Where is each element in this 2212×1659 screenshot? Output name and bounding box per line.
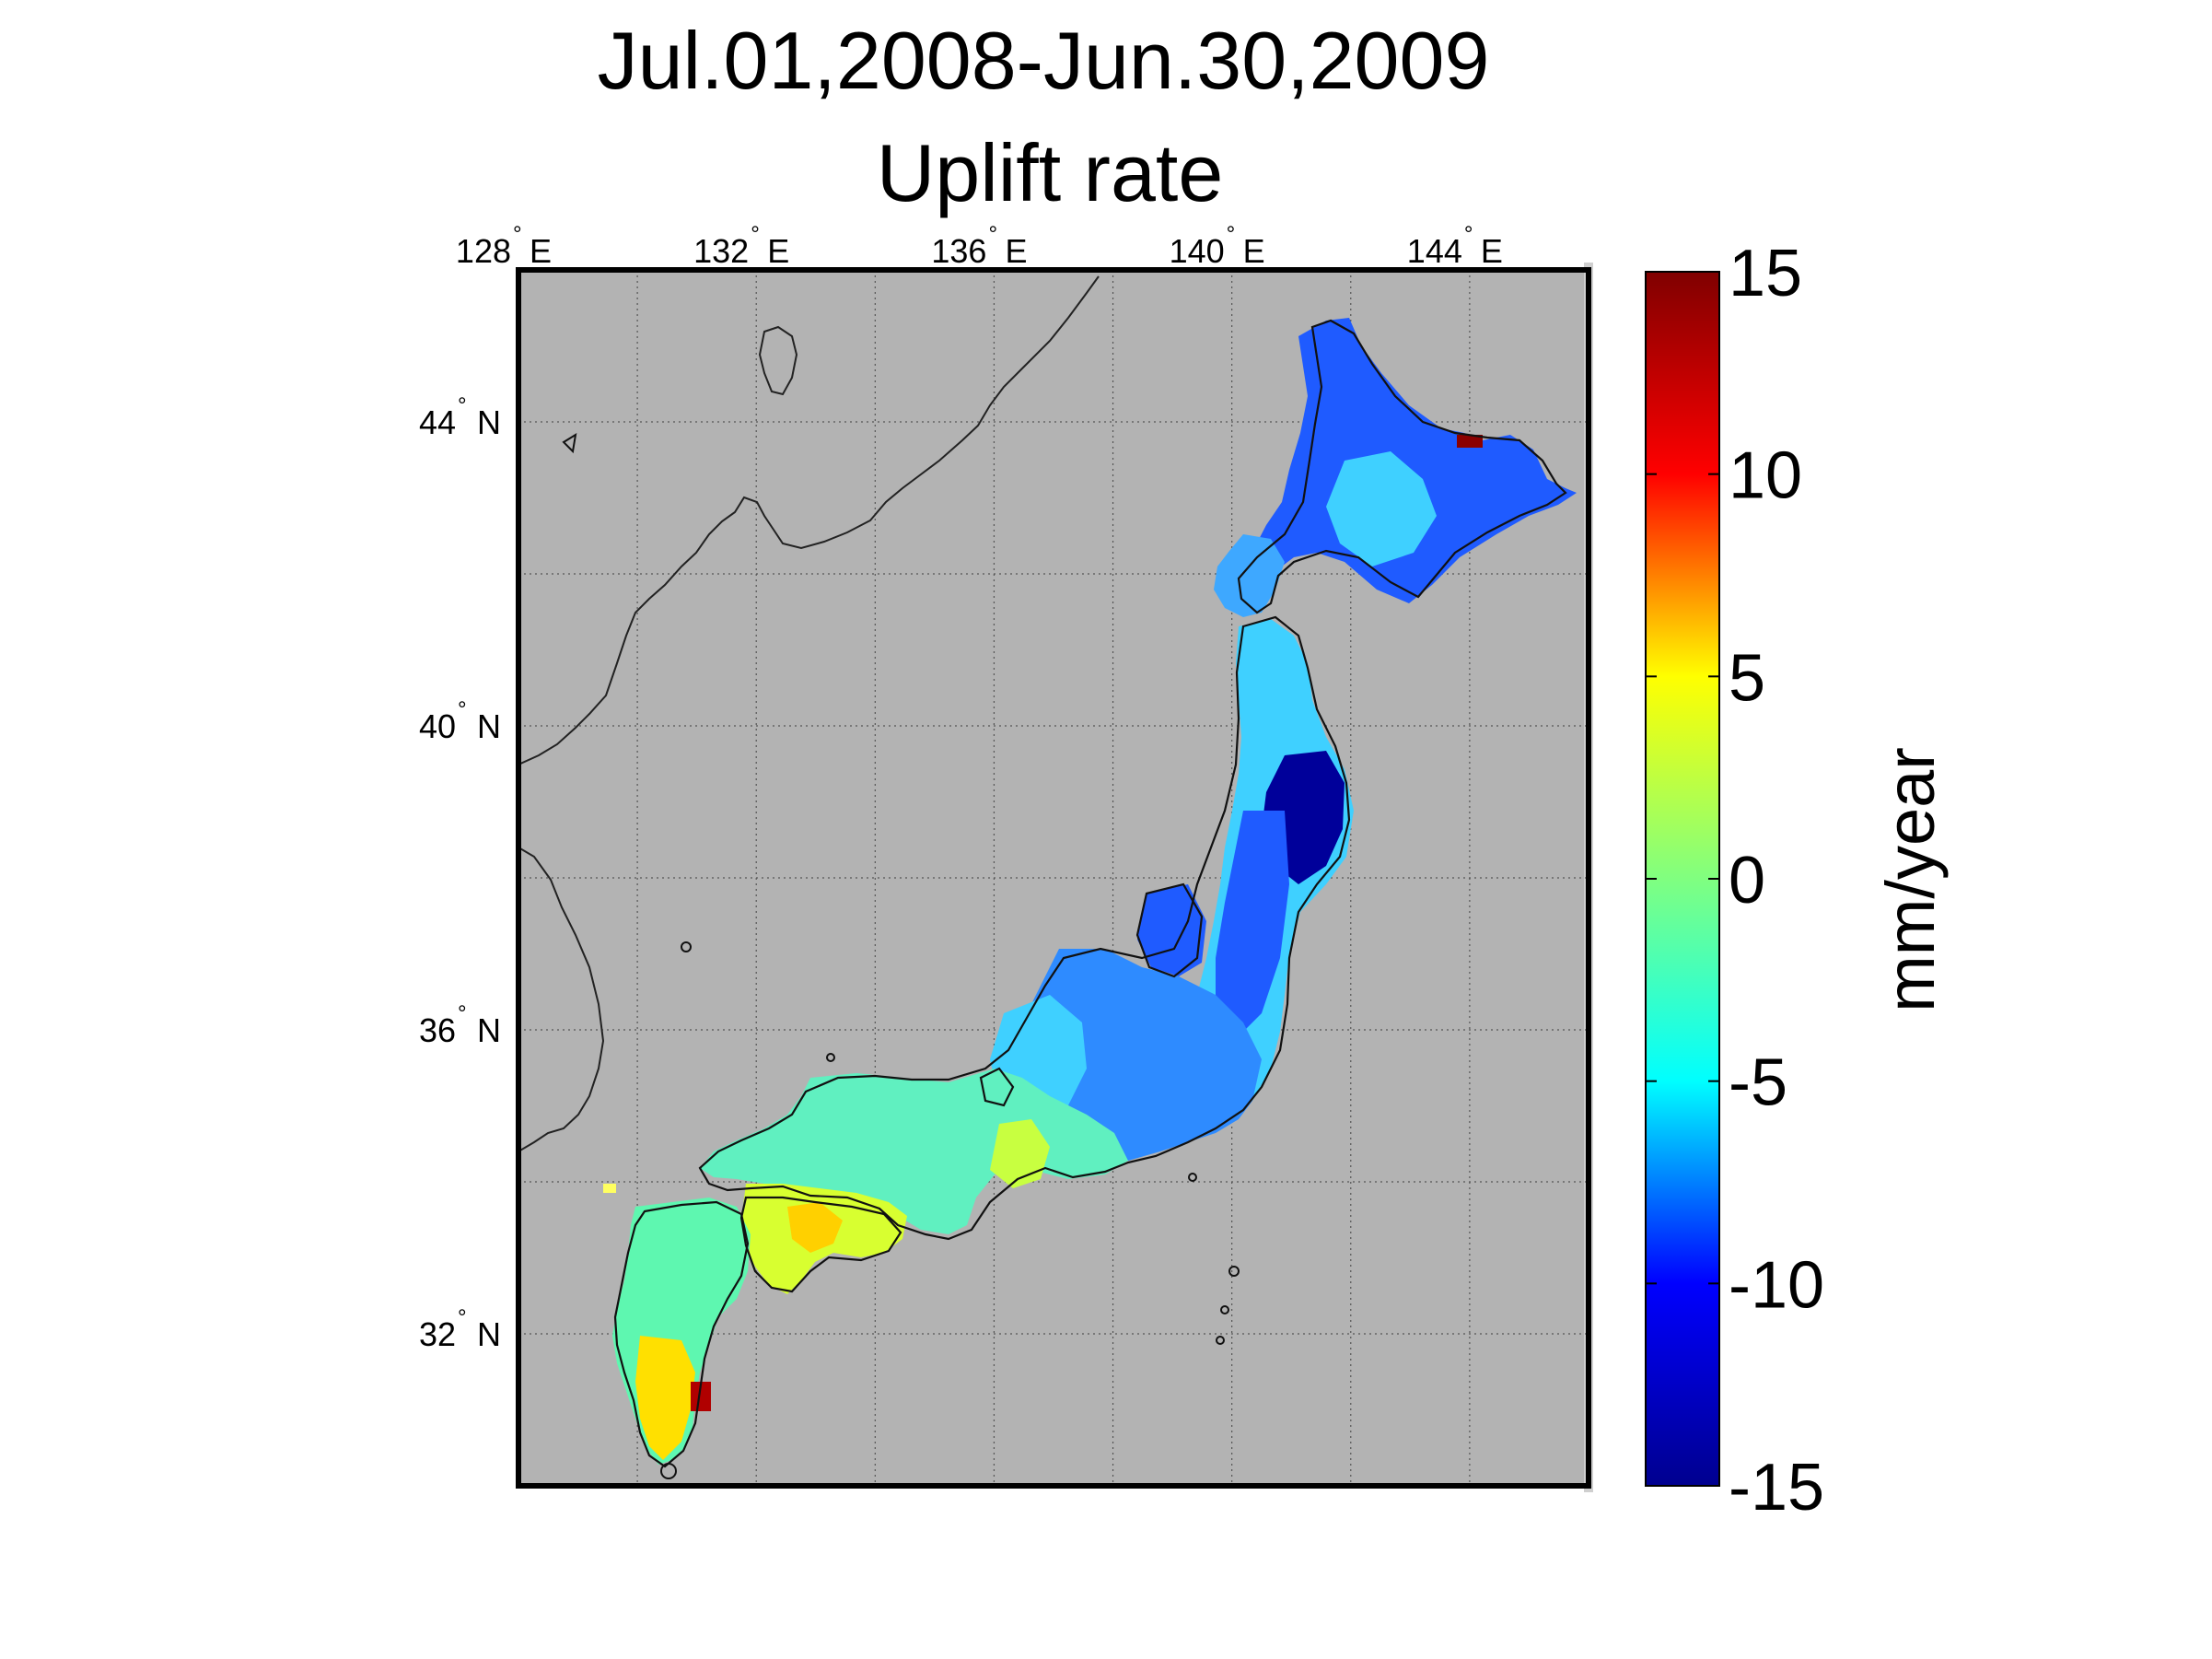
colorbar: 15 10 5 0 -5 -10 -15 mm/year [1645, 237, 1949, 1525]
uplift-osumi-high [691, 1382, 711, 1411]
colorbar-ticks: 15 10 5 0 -5 -10 -15 [1646, 237, 1824, 1525]
longitude-tick-label: 140 [1170, 232, 1225, 270]
continent-coastline [518, 275, 1100, 765]
colorbar-scale [1645, 271, 1720, 1487]
longitude-tick-suffix: E [530, 232, 552, 270]
colorbar-title: mm/year [1872, 747, 1949, 1012]
uplift-kinki-yellow [990, 1119, 1050, 1188]
latitude-tick-labels: 44 ° N40 ° N36 ° N32 ° N [419, 393, 501, 1353]
colorbar-tick-label: -15 [1729, 1451, 1824, 1525]
degree-symbol: ° [458, 393, 467, 418]
degree-symbol: ° [1464, 222, 1473, 247]
degree-symbol: ° [988, 222, 997, 247]
degree-symbol: ° [513, 222, 522, 247]
islands [562, 432, 1240, 1479]
uplift-hokkaido-center [1326, 451, 1437, 567]
longitude-tick-suffix: E [767, 232, 789, 270]
longitude-tick-suffix: E [1243, 232, 1265, 270]
longitude-tick-label: 136 [931, 232, 986, 270]
latitude-tick-label: 40 [419, 707, 456, 745]
degree-symbol: ° [1227, 222, 1236, 247]
figure-title-line2: Uplift rate [877, 127, 1224, 218]
uplift-kinki-chugoku [700, 1069, 1128, 1234]
latitude-tick-suffix: N [477, 707, 501, 745]
uplift-shikoku-core [787, 1202, 843, 1253]
sakhalin-coastline [758, 325, 798, 396]
longitude-tick-label: 132 [693, 232, 749, 270]
uplift-hokkaido-east-high [1457, 435, 1483, 448]
latitude-tick-label: 44 [419, 403, 456, 441]
colorbar-tick-label: -5 [1729, 1046, 1787, 1120]
map-panel: 128 ° E 132 ° E 136 ° E 140 ° E 144 ° E 44 ° N40 ° N36 ° N32… [419, 222, 1593, 1492]
colorbar-tick-label: 5 [1729, 641, 1765, 715]
uplift-kyushu-south [635, 1336, 695, 1460]
colorbar-tick-label: 15 [1729, 237, 1802, 310]
colorbar-tick-label: 0 [1729, 844, 1765, 917]
figure-title-line1: Jul.01,2008-Jun.30,2009 [598, 15, 1490, 106]
longitude-tick-suffix: E [1481, 232, 1503, 270]
longitude-tick-label: 128 [456, 232, 511, 270]
uplift-hokkaido [1248, 318, 1577, 603]
latitude-tick-suffix: N [477, 1011, 501, 1049]
degree-symbol: ° [751, 222, 760, 247]
latitude-tick-suffix: N [477, 403, 501, 441]
japan-coastline [613, 319, 1567, 1468]
degree-symbol: ° [458, 1305, 467, 1330]
longitude-tick-labels: 128 ° E 132 ° E 136 ° E 140 ° E 144 ° E [456, 222, 1503, 270]
colorbar-tick-label: 10 [1729, 439, 1802, 513]
latitude-tick-label: 32 [419, 1315, 456, 1353]
uplift-tsushima [603, 1184, 616, 1193]
longitude-tick-suffix: E [1005, 232, 1027, 270]
latitude-tick-label: 36 [419, 1011, 456, 1049]
latitude-tick-suffix: N [477, 1315, 501, 1353]
degree-symbol: ° [458, 1001, 467, 1026]
korea-coastline [518, 847, 605, 1152]
degree-symbol: ° [458, 697, 467, 722]
uplift-field [603, 318, 1577, 1465]
colorbar-tick-label: -10 [1729, 1248, 1824, 1322]
uplift-hokkaido-south [1214, 534, 1285, 617]
longitude-tick-label: 144 [1407, 232, 1462, 270]
map-frame [516, 267, 1591, 1489]
uplift-tohoku-blue [1216, 811, 1289, 1041]
